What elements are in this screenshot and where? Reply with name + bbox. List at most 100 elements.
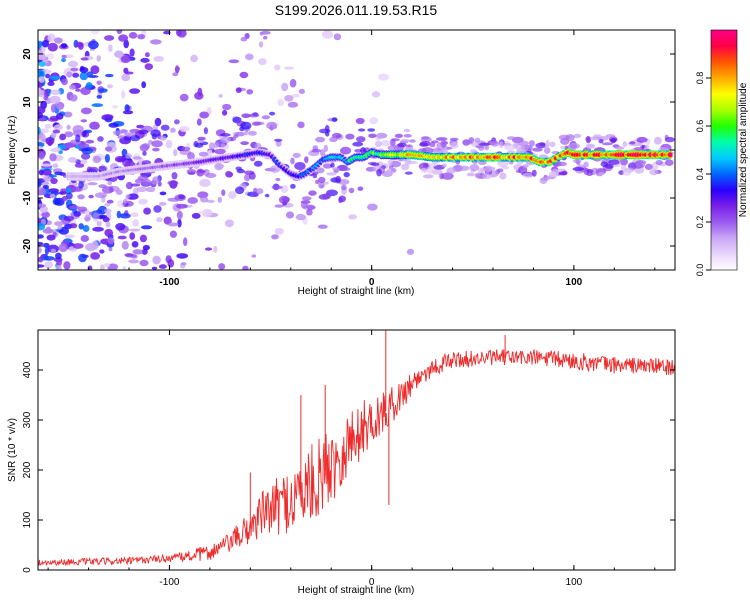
spectrogram-halo-cell <box>633 161 643 169</box>
spectrogram-noise-cell <box>121 90 126 99</box>
spectrogram-halo-cell <box>475 145 484 149</box>
spectrogram-noise-cell <box>38 217 41 224</box>
spectrogram-halo-cell <box>504 144 516 151</box>
spectrogram-noise-cell <box>128 259 140 264</box>
spectrogram-halo-cell <box>499 141 504 148</box>
spectrogram-halo-cell <box>67 157 78 163</box>
spectrogram-halo-cell <box>360 147 366 154</box>
colorbar-tick-label: 0.4 <box>695 168 705 181</box>
spectrogram-halo-cell <box>655 160 663 165</box>
spectrogram-noise-cell <box>104 228 114 237</box>
spectrogram-noise-cell <box>317 224 328 229</box>
spectrogram-noise-cell <box>43 176 52 182</box>
spectrogram-halo-cell <box>271 125 278 130</box>
spectrogram-noise-cell <box>47 33 56 42</box>
spectrogram-halo-cell <box>174 119 180 125</box>
snr-ytick-label: 400 <box>22 361 33 378</box>
spectrogram-noise-cell <box>274 64 281 71</box>
spectrogram-halo-cell <box>419 142 429 147</box>
spectrogram-halo-cell <box>75 134 81 143</box>
spectrogram-halo-cell <box>221 189 226 196</box>
spectrogram-halo-cell <box>249 172 256 180</box>
spectrogram-noise-cell <box>163 216 172 225</box>
spectrogram-halo-cell <box>636 136 648 143</box>
spectrogram-noise-cell <box>172 72 179 77</box>
spectrogram-noise-cell <box>104 154 110 163</box>
spectrogram-halo-cell <box>275 140 282 147</box>
spectrogram-noise-cell <box>79 159 88 164</box>
snr-axes: -100 0 100 0 100 200 300 400 <box>22 330 675 588</box>
spectrogram-halo-cell <box>548 171 559 178</box>
spectrogram-noise-cell <box>124 71 134 75</box>
spectrogram-halo-cell <box>506 136 517 140</box>
spectrogram-halo-cell <box>568 143 580 149</box>
spectrogram-noise-cell <box>63 261 71 270</box>
spectrogram-noise-cell <box>239 71 249 79</box>
spectrogram-halo-cell <box>151 140 163 148</box>
spectrogram-halo-cell <box>409 139 416 143</box>
spectrogram-noise-cell <box>235 87 242 93</box>
spectrogram-noise-cell <box>108 247 113 252</box>
spectrogram-noise-cell <box>167 259 175 268</box>
spectrogram-halo-cell <box>151 133 158 140</box>
spectrogram-halo-cell <box>545 139 550 148</box>
colorbar-axes: 0.0 0.2 0.4 0.6 0.8 <box>695 72 711 276</box>
spectrogram-halo-cell <box>355 117 365 125</box>
spectrogram-noise-cell <box>91 103 104 108</box>
spectrogram-xtick-label: 100 <box>566 277 583 288</box>
spectrogram-halo-cell <box>88 166 99 173</box>
colorbar-frame <box>710 29 738 271</box>
spectrogram-noise-cell <box>38 53 46 60</box>
spectrogram-halo-cell <box>200 196 209 203</box>
spectrogram-noise-cell <box>333 33 342 41</box>
spectrogram-noise-cell <box>142 244 150 251</box>
spectrogram-noise-cell <box>54 171 63 176</box>
spectrogram-noise-cell <box>158 264 167 269</box>
spectrogram-noise-cell <box>131 241 139 248</box>
spectrogram-halo-cell <box>605 134 616 138</box>
spectrogram-noise-cell <box>92 226 104 232</box>
spectrogram-noise-cell <box>177 30 187 38</box>
spectrogram-noise-cell <box>50 89 61 96</box>
spectrogram-halo-cell <box>332 167 340 171</box>
spectrogram-ylabel: Frequency (Hz) <box>7 116 18 185</box>
spectrogram-halo-cell <box>387 159 393 167</box>
spectrogram-halo-cell <box>178 194 185 200</box>
spectrogram-halo-cell <box>535 142 547 149</box>
spectrogram-noise-cell <box>284 66 295 70</box>
spectrogram-halo-cell <box>197 191 209 199</box>
spectrogram-noise-cell <box>104 35 115 41</box>
spectrogram-halo-cell <box>124 160 135 168</box>
spectrogram-noise-cell <box>98 88 108 93</box>
spectrogram-noise-cell <box>176 253 189 259</box>
spectrogram-halo-cell <box>614 146 625 150</box>
spectrogram-noise-cell <box>118 34 129 42</box>
spectrogram-halo-cell <box>397 142 407 148</box>
spectrogram-noise-cell <box>128 228 141 232</box>
spectrogram-halo-cell <box>235 131 245 137</box>
spectrogram-halo-cell <box>152 176 160 184</box>
spectrogram-noise-cell <box>72 243 84 249</box>
spectrogram-noise-cell <box>183 237 188 247</box>
spectrogram-halo-cell <box>124 132 136 137</box>
spectrogram-noise-cell <box>105 221 111 228</box>
colorbar-label: Normalized spectral amplitude <box>738 82 749 217</box>
spectrogram-halo-cell <box>474 137 481 143</box>
spectrogram-noise-cell <box>38 211 42 218</box>
spectrogram-noise-cell <box>124 104 130 112</box>
spectrogram-noise-cell <box>38 264 45 268</box>
spectrogram-halo-cell <box>589 136 602 141</box>
spectrogram-noise-cell <box>291 93 300 98</box>
spectrogram-noise-cell <box>90 30 100 35</box>
spectrogram-halo-cell <box>88 194 94 199</box>
spectrogram-noise-cell <box>66 71 73 78</box>
spectrogram-halo-cell <box>78 181 84 189</box>
spectrogram-ridge-cell <box>667 153 673 157</box>
spectrogram-noise-cell <box>45 73 51 79</box>
spectrogram-noise-cell <box>66 124 71 130</box>
spectrogram-halo-cell <box>106 199 114 204</box>
spectrogram-halo-cell <box>217 196 222 203</box>
spectrogram-halo-cell <box>153 205 162 213</box>
spectrogram-noise-cell <box>222 109 228 116</box>
